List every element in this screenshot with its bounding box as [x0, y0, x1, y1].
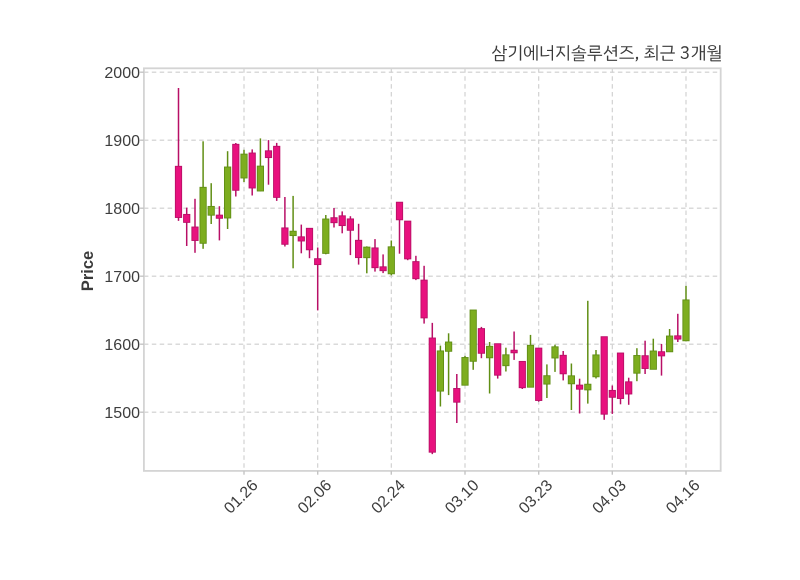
svg-text:1500: 1500: [104, 405, 140, 422]
svg-text:1700: 1700: [104, 269, 140, 286]
svg-text:1600: 1600: [104, 337, 140, 354]
svg-text:1800: 1800: [104, 201, 140, 218]
svg-text:1900: 1900: [104, 133, 140, 150]
svg-text:Price: Price: [79, 251, 97, 291]
svg-text:2000: 2000: [104, 65, 140, 82]
